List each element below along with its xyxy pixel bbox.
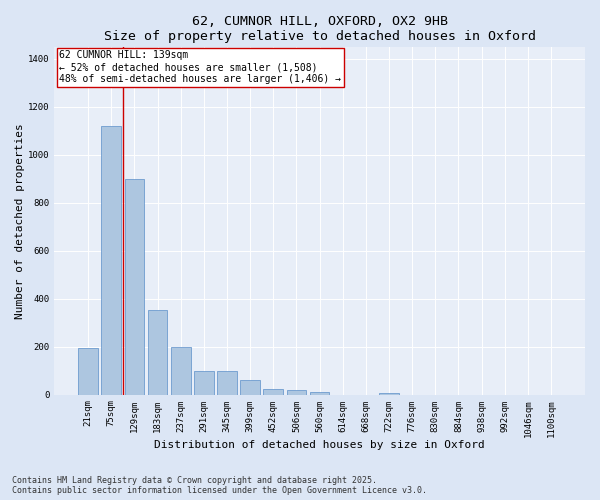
- Bar: [240, 380, 260, 394]
- Bar: [310, 392, 329, 394]
- Bar: [78, 348, 98, 395]
- Y-axis label: Number of detached properties: Number of detached properties: [15, 123, 25, 318]
- Bar: [287, 390, 306, 394]
- Bar: [171, 348, 191, 395]
- Title: 62, CUMNOR HILL, OXFORD, OX2 9HB
Size of property relative to detached houses in: 62, CUMNOR HILL, OXFORD, OX2 9HB Size of…: [104, 15, 536, 43]
- Bar: [217, 371, 237, 394]
- X-axis label: Distribution of detached houses by size in Oxford: Distribution of detached houses by size …: [154, 440, 485, 450]
- Bar: [263, 388, 283, 394]
- Bar: [379, 393, 399, 394]
- Text: 62 CUMNOR HILL: 139sqm
← 52% of detached houses are smaller (1,508)
48% of semi-: 62 CUMNOR HILL: 139sqm ← 52% of detached…: [59, 50, 341, 84]
- Bar: [125, 179, 144, 394]
- Bar: [101, 126, 121, 394]
- Bar: [148, 310, 167, 394]
- Text: Contains HM Land Registry data © Crown copyright and database right 2025.
Contai: Contains HM Land Registry data © Crown c…: [12, 476, 427, 495]
- Bar: [194, 371, 214, 394]
